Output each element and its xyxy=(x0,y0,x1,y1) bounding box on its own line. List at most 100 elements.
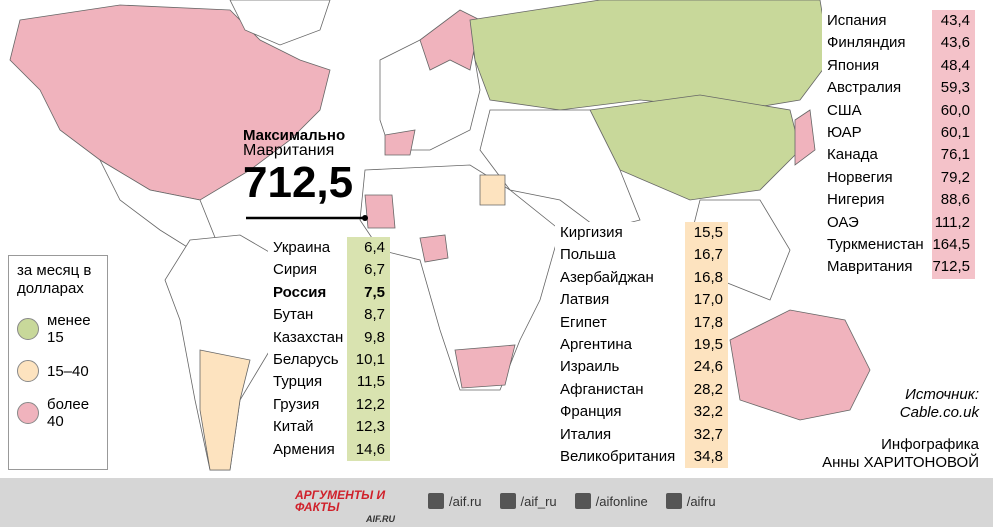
country-value: 19,5 xyxy=(685,333,728,357)
legend-item: 15–40 xyxy=(17,360,107,382)
country-name: Финляндия xyxy=(827,34,906,52)
legend: за месяц в долларах менее 15 15–40 более 4… xyxy=(8,255,108,470)
country-name: Япония xyxy=(827,56,880,74)
table-row: Аргентина 19,5 xyxy=(555,333,728,357)
table-row: Великобритания 34,8 xyxy=(555,445,728,469)
country-value: 16,7 xyxy=(685,244,728,267)
country-value: 17,0 xyxy=(685,289,728,312)
country-name: Канада xyxy=(827,146,878,164)
country-name: Мавритания xyxy=(827,258,913,276)
social-handle: /aif.ru xyxy=(449,493,482,509)
country-name: Казахстан xyxy=(273,328,344,346)
social-link: /aifru xyxy=(665,493,716,509)
source-name: Cable.co.uk xyxy=(899,404,979,421)
logo-site: AIF.RU xyxy=(366,514,395,524)
table-row: Беларусь 10,1 xyxy=(268,348,390,372)
country-value: 14,6 xyxy=(347,438,390,461)
table-row: Казахстан 9,8 xyxy=(268,326,390,349)
country-value: 76,1 xyxy=(932,144,975,167)
legend-swatch xyxy=(17,360,39,382)
country-name: Грузия xyxy=(273,395,320,413)
social-links: /aif.ru/aif_ru/aifonline/aifru xyxy=(428,493,716,509)
country-name: Аргентина xyxy=(560,335,632,353)
country-value: 164,5 xyxy=(932,233,975,257)
highlight-label: Максимально xyxy=(243,127,346,144)
country-name: Армения xyxy=(273,440,335,458)
country-name: Россия xyxy=(273,283,327,301)
legend-swatch xyxy=(17,402,39,424)
country-value: 79,2 xyxy=(932,166,975,190)
country-value: 59,3 xyxy=(932,77,975,100)
country-value: 11,5 xyxy=(347,371,390,394)
table-row: Финляндия 43,6 xyxy=(822,32,975,55)
social-link: /aif.ru xyxy=(428,493,482,509)
country-name: Украина xyxy=(273,239,331,256)
country-name: Бутан xyxy=(273,306,314,324)
table-low: Украина 6,4 Сирия 6,7 Россия 7,5 Бутан 8,7 Казах… xyxy=(268,237,390,461)
country-name: Израиль xyxy=(560,358,620,376)
mauritania xyxy=(364,194,396,229)
egypt xyxy=(479,174,506,206)
highlight: Максимально Мавритания 712,5 xyxy=(243,128,353,205)
logo-text: АРГУМЕНТЫ И ФАКТЫ xyxy=(295,488,386,514)
legend-label: 15–40 xyxy=(47,362,89,380)
country-value: 17,8 xyxy=(685,311,728,334)
country-value: 16,8 xyxy=(685,266,728,290)
social-handle: /aif_ru xyxy=(520,493,557,509)
social-icon xyxy=(499,493,516,509)
country-value: 7,5 xyxy=(347,281,390,305)
table-row: Австралия 59,3 xyxy=(822,77,975,100)
table-row: Франция 32,2 xyxy=(555,401,728,424)
table-row: Бутан 8,7 xyxy=(268,304,390,327)
country-name: Нигерия xyxy=(827,191,885,209)
table-row: Азербайджан 16,8 xyxy=(555,266,728,290)
south-africa xyxy=(454,344,516,389)
table-row: Испания 43,4 xyxy=(822,10,975,33)
country-name: Австралия xyxy=(827,79,902,97)
table-row: Сирия 6,7 xyxy=(268,259,390,282)
legend-swatch xyxy=(17,318,39,340)
country-value: 712,5 xyxy=(932,256,975,279)
source: Источник: Cable.co.uk xyxy=(900,386,979,422)
credit-author: Анны ХАРИТОНОВОЙ xyxy=(822,454,979,471)
country-value: 15,5 xyxy=(685,222,728,245)
country-name: Испания xyxy=(827,12,887,29)
country-value: 6,7 xyxy=(347,259,390,282)
legend-item: менее 15 xyxy=(17,312,107,346)
scandinavia xyxy=(419,9,481,71)
country-value: 28,2 xyxy=(685,378,728,402)
social-link: /aifonline xyxy=(574,493,648,509)
country-value: 6,4 xyxy=(347,237,390,260)
table-row: Афганистан 28,2 xyxy=(555,378,728,402)
table-row: Канада 76,1 xyxy=(822,144,975,167)
table-row: Польша 16,7 xyxy=(555,244,728,267)
table-row: Италия 32,7 xyxy=(555,423,728,446)
country-value: 48,4 xyxy=(932,54,975,78)
country-value: 12,3 xyxy=(347,416,390,439)
table-row: Китай 12,3 xyxy=(268,416,390,439)
table-row: ОАЭ 111,2 xyxy=(822,211,975,234)
table-mid: Киргизия 15,5 Польша 16,7 Азербайджан 16,8 Лат… xyxy=(555,222,728,469)
legend-label: более 40 xyxy=(47,396,90,430)
country-value: 32,7 xyxy=(685,423,728,446)
china xyxy=(589,94,801,201)
country-value: 9,8 xyxy=(347,326,390,349)
country-value: 32,2 xyxy=(685,401,728,424)
legend-label: менее 15 xyxy=(47,312,91,346)
country-name: Польша xyxy=(560,246,616,264)
table-row: Мавритания 712,5 xyxy=(822,256,975,279)
country-value: 8,7 xyxy=(347,304,390,327)
table-row: Туркменистан 164,5 xyxy=(822,233,975,257)
highlight-value: 712,5 xyxy=(243,158,354,207)
credit: Инфографика Анны ХАРИТОНОВОЙ xyxy=(822,436,979,472)
country-value: 12,2 xyxy=(347,393,390,417)
social-icon xyxy=(665,493,682,509)
country-value: 60,0 xyxy=(932,99,975,122)
table-row: Турция 11,5 xyxy=(268,371,390,394)
nigeria xyxy=(419,234,449,263)
footer: АРГУМЕНТЫ И ФАКТЫ AIF.RU /aif.ru/aif_ru /… xyxy=(0,478,993,527)
table-row: Армения 14,6 xyxy=(268,438,390,461)
table-row: Грузия 12,2 xyxy=(268,393,390,417)
table-row: Киргизия 15,5 xyxy=(555,222,728,245)
